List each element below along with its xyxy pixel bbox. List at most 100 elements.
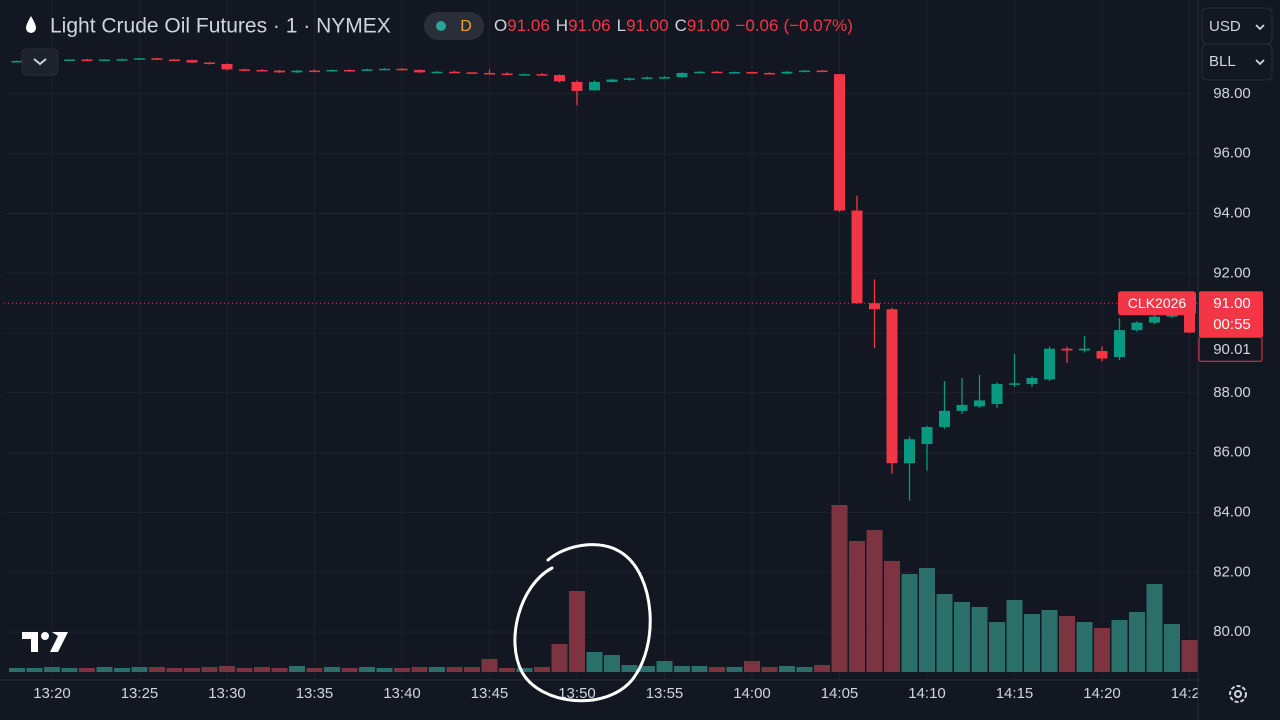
grid — [4, 0, 1198, 680]
candle-body — [1184, 314, 1195, 333]
volume-bar — [1006, 600, 1023, 672]
volume-pane — [9, 505, 1198, 672]
candle-body — [816, 70, 828, 73]
volume-bar — [971, 607, 988, 672]
countdown: 00:55 — [1213, 316, 1251, 333]
last-price-tag-bg — [1199, 291, 1263, 338]
volume-bar — [621, 665, 638, 672]
legend-key: O — [494, 16, 507, 35]
candle-body — [1079, 348, 1090, 351]
x-tick-label: 13:55 — [646, 685, 684, 702]
candle-body — [799, 70, 810, 73]
candle-body — [361, 69, 373, 71]
symbol-icon — [26, 16, 36, 33]
candle-body — [309, 70, 320, 73]
candle-body — [1026, 377, 1038, 384]
volume-bar — [254, 667, 270, 672]
y-tick-label: 84.00 — [1213, 504, 1251, 521]
candle-body — [536, 74, 548, 76]
volume-bar — [656, 661, 673, 672]
currency-label[interactable]: USD — [1209, 18, 1241, 35]
volume-bar — [901, 574, 918, 672]
candle-body — [431, 71, 443, 74]
settings-button[interactable] — [1229, 685, 1247, 703]
volume-bar — [429, 667, 445, 672]
candle-body — [11, 61, 23, 63]
candle-body — [484, 72, 495, 75]
candle-body — [606, 79, 618, 82]
volume-bar — [184, 668, 200, 672]
candle-body — [921, 427, 933, 445]
volume-bar — [761, 667, 778, 672]
legend-value: 91.06 — [568, 16, 611, 35]
candle-body — [904, 439, 915, 464]
candle-body — [169, 59, 180, 62]
x-tick-label: 14:05 — [821, 685, 859, 702]
candle-body — [519, 74, 530, 76]
volume-bar — [866, 530, 883, 672]
candle-body — [1009, 383, 1020, 385]
volume-bar — [1111, 620, 1128, 672]
unit-label[interactable]: BLL — [1209, 53, 1236, 70]
legend-value: 91.00 — [626, 16, 669, 35]
logo — [22, 632, 68, 652]
candle-body — [1096, 351, 1108, 359]
volume-bar — [411, 667, 428, 672]
candle-body — [869, 303, 880, 310]
candle-body — [291, 70, 303, 73]
volume-bar — [954, 602, 970, 672]
volume-bar — [44, 667, 60, 672]
x-tick-label: 14:20 — [1083, 685, 1121, 702]
volume-bar — [604, 655, 620, 672]
candle-body — [116, 59, 128, 61]
candle-body — [466, 72, 478, 74]
status-pill[interactable] — [424, 12, 484, 40]
candle-body — [256, 69, 268, 72]
candle-body — [99, 59, 110, 62]
volume-bar — [1041, 610, 1058, 672]
chevron-icon — [33, 58, 47, 66]
y-tick-label: 96.00 — [1213, 145, 1251, 162]
candle-body — [886, 309, 898, 464]
volume-bar — [96, 667, 113, 672]
candle-body — [676, 72, 688, 78]
volume-bar — [989, 622, 1005, 672]
candle-body — [81, 59, 93, 62]
candle-body — [396, 68, 408, 71]
volume-bar — [779, 666, 795, 672]
candle-body — [781, 71, 793, 74]
candle-body — [711, 71, 723, 74]
volume-bar — [376, 668, 393, 672]
candle-body — [589, 81, 600, 91]
chevron-icon — [1255, 24, 1265, 31]
x-tick-label: 13:30 — [208, 685, 246, 702]
volume-bar — [26, 668, 43, 672]
legend-change: −0.06 — [735, 16, 778, 35]
volume-bar — [534, 667, 550, 672]
chart-title[interactable]: Light Crude Oil Futures · 1 · NYMEX — [50, 15, 391, 38]
volume-bar — [1024, 614, 1040, 672]
candle-body — [379, 68, 390, 71]
volume-bar — [1146, 584, 1163, 672]
volume-bar — [464, 667, 480, 672]
candle-body — [974, 400, 985, 407]
unit-button[interactable] — [1201, 43, 1273, 81]
candle-body — [274, 70, 285, 73]
volume-bar — [394, 668, 410, 672]
y-tick-label: 86.00 — [1213, 444, 1251, 461]
legend-value: 91.00 — [687, 16, 730, 35]
candle-body — [571, 81, 583, 91]
collapse-button[interactable] — [21, 48, 59, 76]
volume-bar — [1076, 622, 1093, 672]
volume-bar — [1059, 616, 1075, 672]
volume-bar — [324, 667, 340, 672]
candle-body — [764, 72, 775, 75]
volume-bar — [201, 667, 218, 672]
candle-body — [134, 58, 145, 60]
candle-body — [449, 71, 460, 74]
volume-bar — [516, 668, 533, 672]
volume-bar — [796, 667, 813, 672]
candle-body — [414, 69, 425, 73]
volume-bar — [236, 668, 253, 672]
volume-bar — [936, 594, 953, 672]
